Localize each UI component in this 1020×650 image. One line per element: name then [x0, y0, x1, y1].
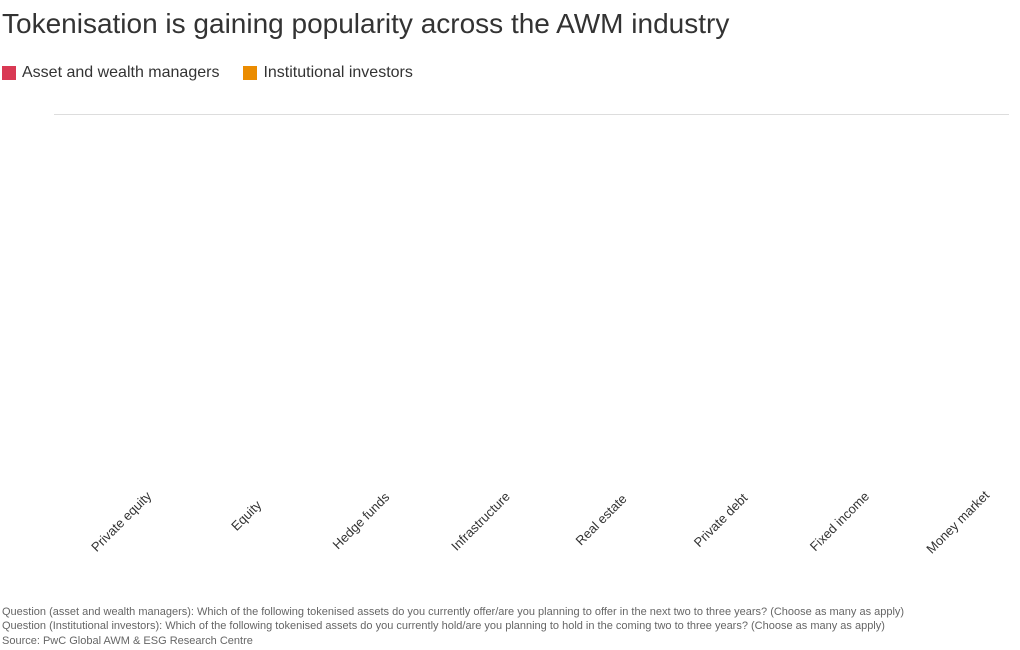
legend-label-a: Asset and wealth managers: [22, 64, 219, 82]
legend-item-series-b: Institutional investors: [243, 64, 412, 82]
bar-value-label: 24%: [914, 502, 956, 514]
category-label: Money market: [924, 488, 993, 557]
legend-swatch-a: [2, 66, 16, 80]
legend-label-b: Institutional investors: [263, 64, 412, 82]
footer-notes: Question (asset and wealth managers): Wh…: [2, 605, 1010, 648]
legend-item-series-a: Asset and wealth managers: [2, 64, 219, 82]
legend-swatch-b: [243, 66, 257, 80]
bar-value-label: 31%: [675, 502, 717, 514]
bar-value-label: 46%: [196, 502, 238, 514]
legend: Asset and wealth managers Institutional …: [0, 40, 1020, 82]
category-label: Real estate: [573, 491, 630, 548]
bar-value-label: 29%: [795, 502, 837, 514]
bar-value-label: 44%: [316, 502, 358, 514]
bar-value-label: 53%: [77, 502, 119, 514]
footer-line-2: Question (Institutional investors): Whic…: [2, 619, 1010, 633]
chart-area: 53%54%Private equity46%49%Equity44%32%He…: [54, 114, 1009, 498]
chart-title: Tokenisation is gaining popularity acros…: [0, 0, 1020, 40]
category-label: Infrastructure: [448, 489, 513, 554]
bar-value-label: 39%: [436, 502, 478, 514]
category-label: Private equity: [88, 488, 154, 554]
footer-line-1: Question (asset and wealth managers): Wh…: [2, 605, 1010, 619]
category-label: Fixed income: [806, 489, 871, 554]
bar-chart: 53%54%Private equity46%49%Equity44%32%He…: [68, 115, 1009, 498]
category-label: Private debt: [691, 490, 751, 550]
category-label: Hedge funds: [330, 489, 393, 552]
bar-value-label: 36%: [555, 502, 597, 514]
footer-line-3: Source: PwC Global AWM & ESG Research Ce…: [2, 634, 1010, 648]
